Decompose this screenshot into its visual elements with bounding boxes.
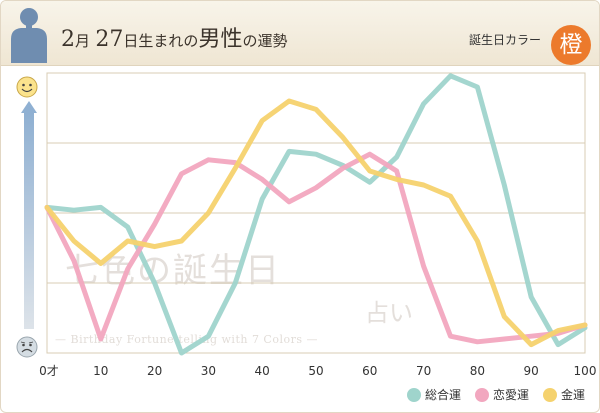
x-tick-label: 10 [93,364,108,378]
legend-item: 金運 [542,386,585,403]
birth-month: 2 [61,27,75,52]
sad-face-icon [16,336,38,358]
happy-face-icon [16,76,38,98]
y-scale-arrow [21,101,37,113]
x-tick-label: 30 [201,364,216,378]
legend-swatch [474,387,489,402]
x-tick-label: 0才 [39,364,59,378]
series-line [44,98,588,348]
chart-series [44,73,588,356]
watermark-tag: — Birthday Fortune-telling with 7 Colors… [55,333,319,346]
legend-label: 恋愛運 [492,388,529,402]
legend-item: 恋愛運 [474,386,529,403]
series-1 [44,73,588,356]
y-scale [16,76,38,358]
x-axis-ticks: 0才 10 20 30 40 50 60 70 80 90 100 [39,364,596,378]
page-title: 2月 27日生まれの男性の運勢 [61,21,287,53]
birth-day: 27 [95,27,124,52]
birth-color-badge: 橙 [551,25,591,65]
chart-legend: 総合運 恋愛運 金運 [406,386,585,403]
x-tick-label: 20 [147,364,162,378]
x-tick-label: 40 [255,364,270,378]
legend-label: 総合運 [424,388,461,402]
legend-swatch [542,387,557,402]
watermark: 七色の誕生日 占い — Birthday Fortune-telling wit… [55,243,413,346]
chart-grid [46,72,586,354]
x-tick-label: 90 [524,364,539,378]
gender-label: 男性 [198,27,243,52]
x-tick-label: 60 [362,364,377,378]
y-scale-bar [24,113,34,329]
legend-swatch [406,387,421,402]
series-3 [44,98,588,348]
month-unit: 月 [75,32,91,50]
x-tick-label: 70 [416,364,431,378]
x-tick-label: 80 [470,364,485,378]
watermark-sub: 占い [365,299,413,327]
birth-color-label: 誕生日カラー [468,33,541,47]
series-2 [44,151,588,345]
legend-label: 金運 [560,388,585,402]
person-icon [11,8,47,63]
legend-item: 総合運 [406,386,461,403]
title-suffix: の運勢 [242,32,288,50]
x-tick-label: 50 [308,364,323,378]
day-unit: 日生まれの [123,32,199,50]
x-tick-label: 100 [574,364,597,378]
header-bar: 2月 27日生まれの男性の運勢 誕生日カラー 橙 [1,1,599,66]
